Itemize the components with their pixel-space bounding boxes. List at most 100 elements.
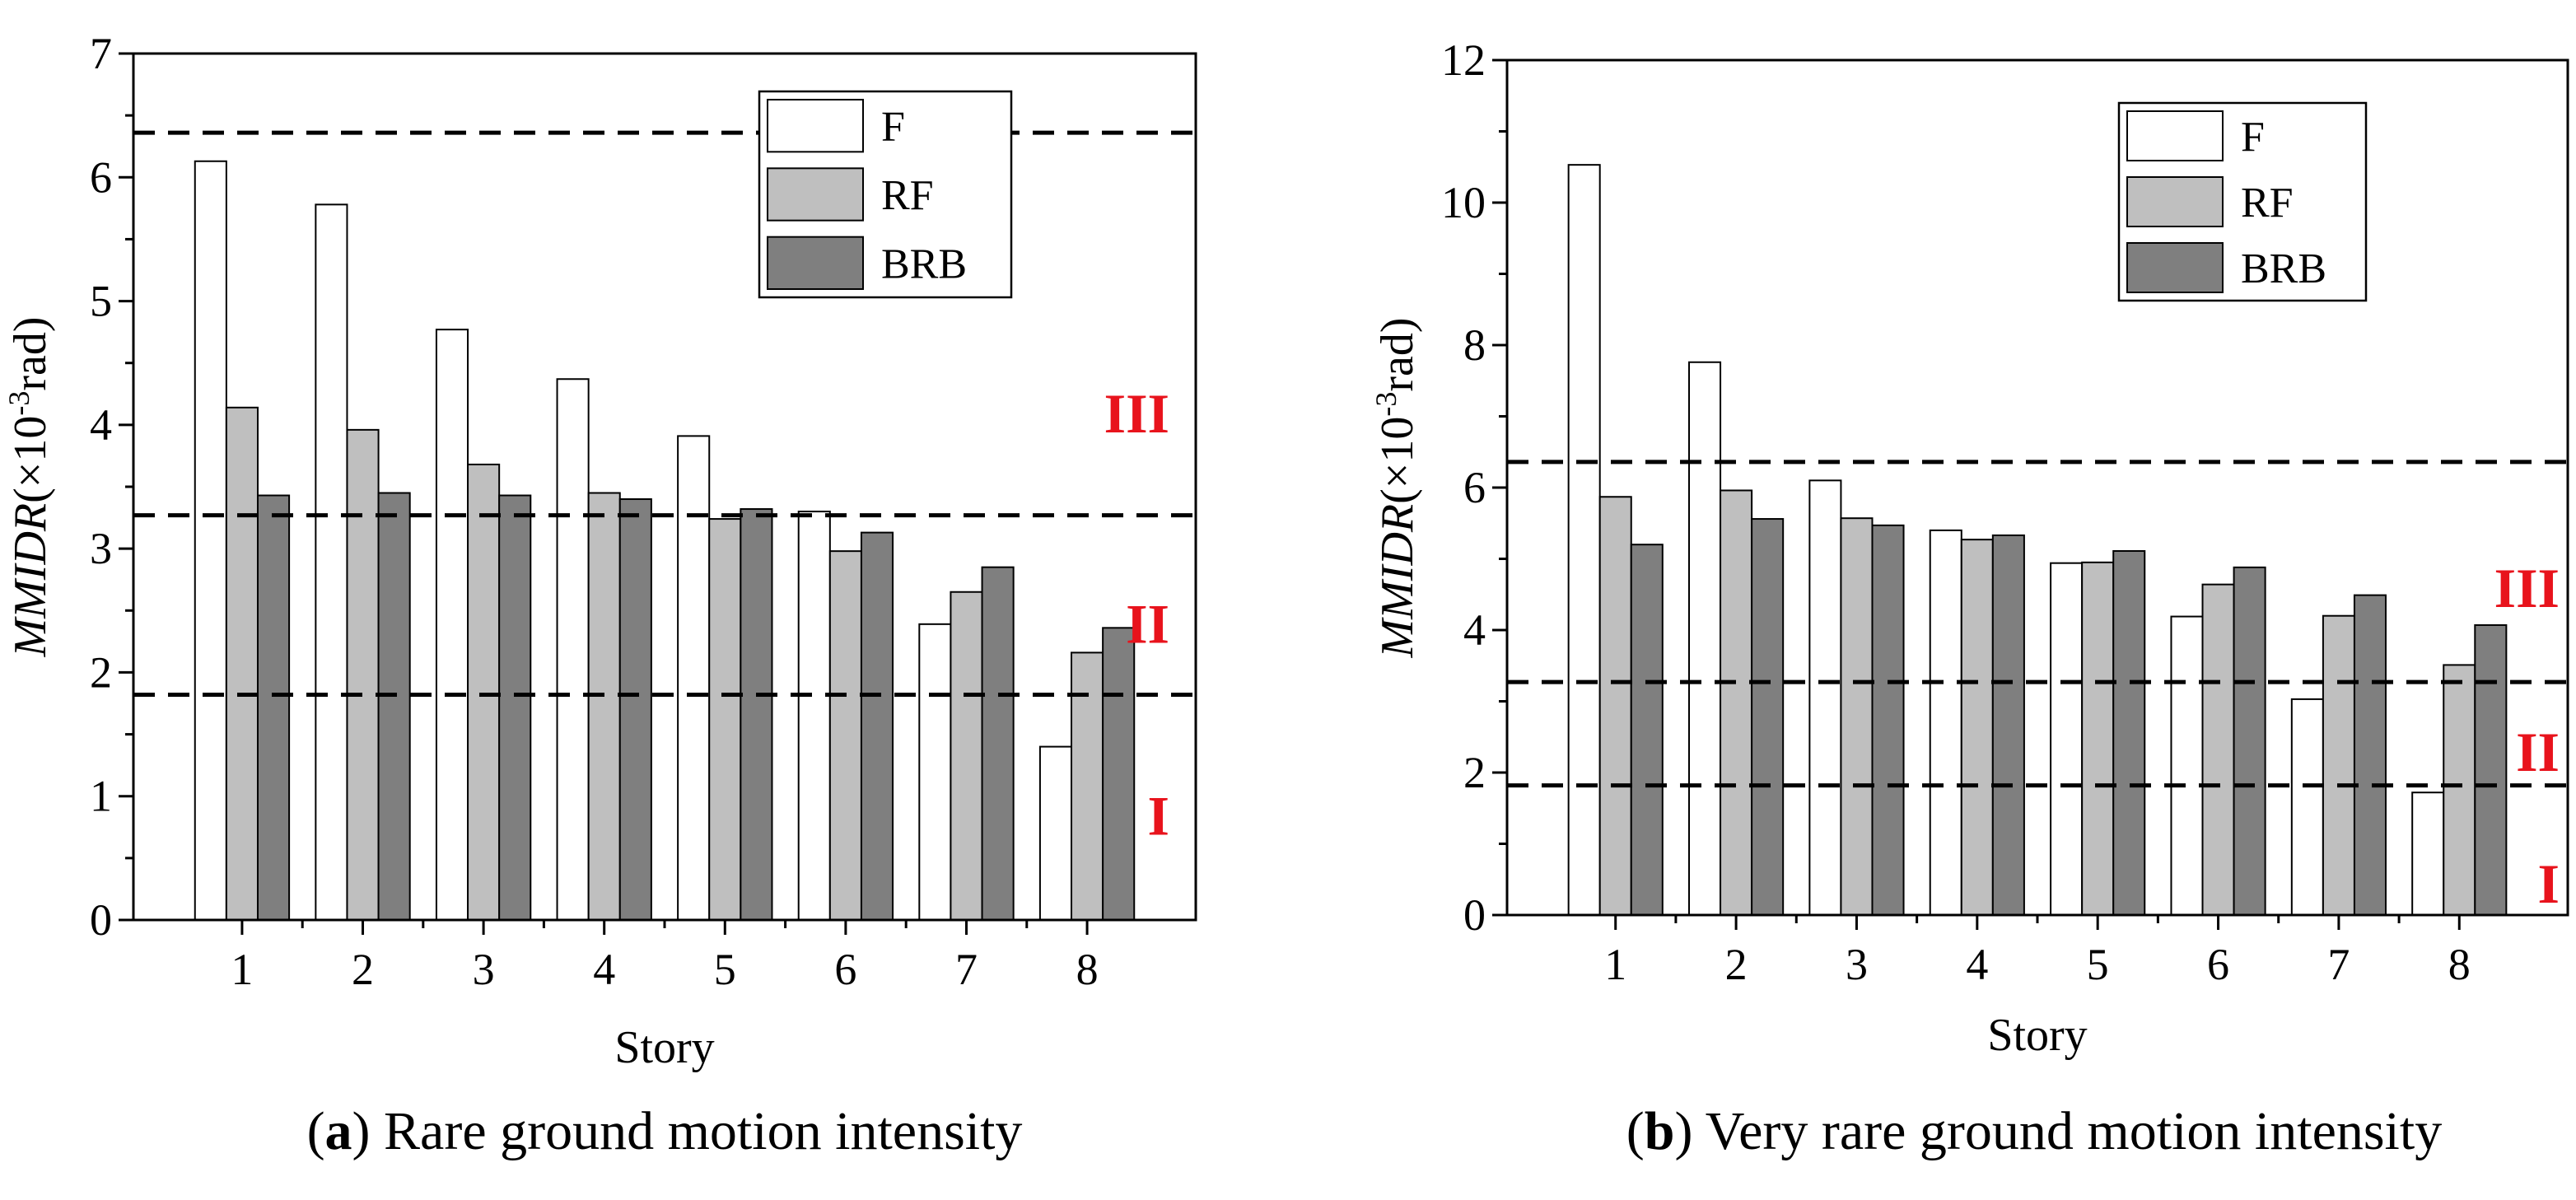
bar-rf-story-4: [587, 492, 621, 921]
legend-label-rf: RF: [881, 172, 934, 219]
legend-swatch-brb: [2126, 242, 2224, 293]
caption-text: Very rare ground motion intensity: [1706, 1101, 2442, 1161]
y-tick-label: 4: [90, 400, 112, 450]
y-tick-label: 0: [1463, 890, 1486, 940]
x-tick-label: 5: [2087, 940, 2109, 989]
legend-label-brb: BRB: [881, 240, 967, 287]
panel-caption: (a) Rare ground motion intensity: [307, 1101, 1023, 1161]
y-tick-label: 0: [90, 895, 112, 945]
y-tick-label: 3: [90, 524, 112, 573]
bar-f-story-7: [2290, 698, 2324, 917]
zone-label-iii: III: [1104, 382, 1169, 445]
x-tick-label: 2: [1725, 940, 1748, 989]
bar-f-story-1: [194, 160, 227, 921]
x-tick-label: 4: [1966, 940, 1988, 989]
bar-brb-story-4: [618, 498, 652, 921]
bar-rf-story-2: [346, 428, 380, 921]
y-tick-label: 4: [1463, 605, 1486, 655]
x-tick-label: 7: [2327, 940, 2350, 989]
zone-label-i: I: [2538, 852, 2560, 915]
x-tick-label: 1: [1604, 940, 1626, 989]
bar-rf-story-2: [1720, 489, 1753, 916]
y-axis-title-unit-end: rad): [1372, 318, 1423, 392]
bar-brb-story-3: [498, 494, 532, 921]
y-tick-label: 12: [1441, 35, 1486, 85]
bar-rf-story-3: [1840, 517, 1874, 916]
bar-f-story-2: [1688, 361, 1722, 916]
x-tick-label: 6: [2207, 940, 2229, 989]
bar-rf-story-8: [2443, 664, 2476, 916]
bar-rf-story-8: [1071, 651, 1104, 922]
y-axis-title: MMIDR(×10-3rad): [1370, 318, 1423, 659]
legend-label-f: F: [2241, 114, 2265, 161]
bar-rf-story-6: [2201, 583, 2235, 916]
bar-f-story-5: [677, 435, 711, 921]
bar-brb-story-1: [256, 494, 291, 921]
x-tick-label: 3: [1846, 940, 1868, 989]
bar-brb-story-6: [860, 531, 894, 921]
bar-rf-story-4: [1960, 539, 1994, 917]
x-tick-label: 6: [834, 945, 856, 994]
y-tick-label: 2: [90, 647, 112, 697]
y-axis-title: MMIDR(×10-3rad): [2, 317, 56, 658]
y-tick-label: 6: [1463, 463, 1486, 512]
panel-caption: (b) Very rare ground motion intensity: [1626, 1101, 2442, 1161]
x-tick-label: 8: [1076, 945, 1099, 994]
caption-paren-open: (: [307, 1101, 325, 1161]
caption-paren-open: (: [1626, 1101, 1645, 1161]
bar-f-story-3: [1808, 479, 1842, 916]
zone-label-iii: III: [2494, 557, 2560, 619]
bar-f-story-6: [797, 511, 831, 921]
y-axis-title-unit: (×10: [1372, 417, 1423, 504]
y-tick-label: 6: [90, 152, 112, 202]
y-tick-label: 7: [90, 29, 112, 78]
bar-f-story-6: [2170, 615, 2204, 916]
bar-f-story-3: [435, 329, 469, 921]
y-axis-title-unit-end: rad): [5, 317, 56, 391]
x-tick-label: 4: [593, 945, 615, 994]
x-axis-title: Story: [1987, 1010, 2087, 1061]
bar-rf-story-6: [828, 550, 862, 921]
caption-letter: b: [1645, 1101, 1675, 1161]
bar-rf-story-3: [467, 463, 501, 921]
caption-paren-close: ): [1674, 1101, 1705, 1161]
bar-rf-story-1: [1598, 496, 1632, 916]
plot-frame: [132, 52, 1197, 922]
legend-swatch-brb: [767, 236, 864, 290]
bar-brb-story-8: [1102, 627, 1136, 922]
bar-rf-story-5: [708, 518, 742, 921]
legend-label-rf: RF: [2241, 180, 2294, 226]
y-tick-label: 10: [1441, 178, 1486, 227]
y-axis-title-exp: -3: [1370, 392, 1402, 417]
legend-swatch-rf: [2126, 176, 2224, 227]
bar-f-story-1: [1567, 164, 1601, 916]
legend-label-brb: BRB: [2241, 245, 2326, 292]
y-tick-label: 1: [90, 772, 112, 821]
bar-brb-story-8: [2474, 623, 2508, 916]
bar-f-story-8: [2411, 791, 2445, 916]
bar-rf-story-7: [950, 591, 983, 921]
zone-label-ii: II: [1126, 592, 1169, 655]
bar-f-story-4: [556, 378, 590, 922]
bar-rf-story-5: [2081, 561, 2115, 916]
bar-brb-story-5: [2112, 549, 2146, 916]
bar-brb-story-2: [377, 492, 411, 921]
legend-swatch-rf: [767, 167, 864, 222]
bar-rf-story-7: [2322, 614, 2355, 916]
bar-brb-story-5: [740, 508, 773, 922]
x-axis-title: Story: [614, 1022, 714, 1073]
y-axis-title-var: MMIDR: [1372, 504, 1423, 659]
bar-brb-story-6: [2233, 566, 2266, 916]
caption-text: Rare ground motion intensity: [384, 1101, 1022, 1161]
caption-paren-close: ): [352, 1101, 384, 1161]
bar-brb-story-7: [981, 566, 1015, 922]
x-tick-label: 5: [714, 945, 736, 994]
bar-f-story-8: [1038, 745, 1073, 921]
bar-brb-story-2: [1751, 518, 1785, 916]
x-tick-label: 8: [2448, 940, 2471, 989]
x-tick-label: 3: [473, 945, 495, 994]
legend-swatch-f: [2126, 110, 2224, 161]
